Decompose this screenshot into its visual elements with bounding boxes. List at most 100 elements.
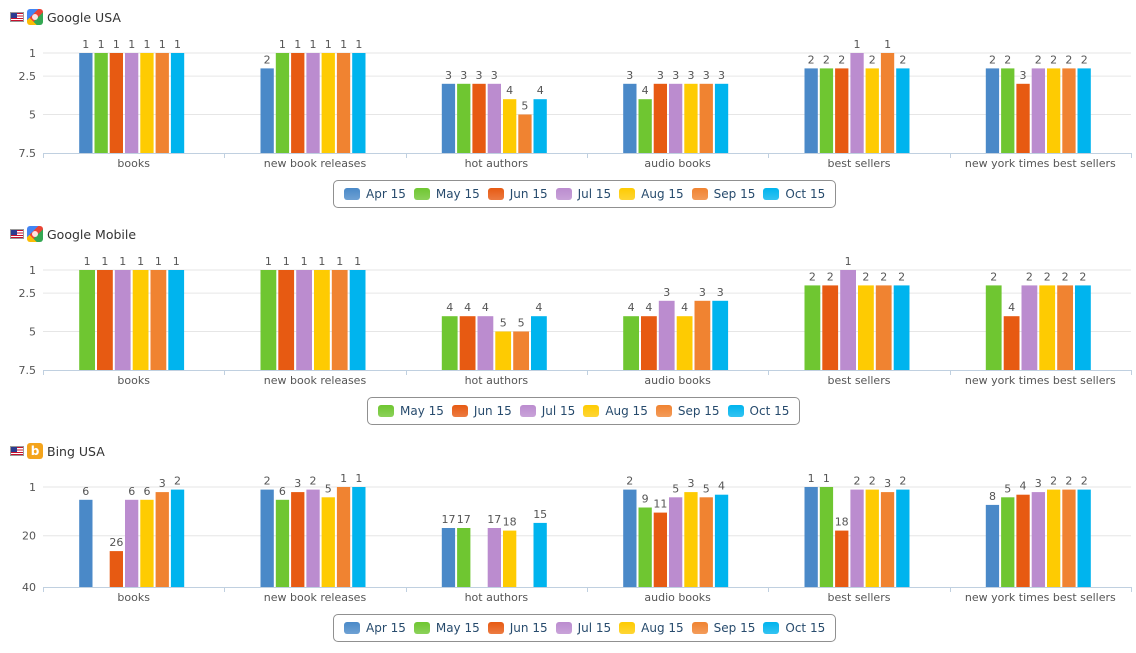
bar-rect[interactable] [278,270,295,370]
bar-best-sellers-apr-15[interactable]: 1 [804,472,818,587]
bar-rect[interactable] [275,53,290,153]
bar-new-york-times-best-sellers-sep-15[interactable]: 2 [1062,53,1076,153]
bar-rect[interactable] [804,68,818,153]
bar-audio-books-may-15[interactable]: 4 [623,301,639,370]
bar-audio-books-oct-15[interactable]: 3 [712,286,729,370]
bar-books-jul-15[interactable]: 1 [114,255,131,370]
bar-new-york-times-best-sellers-oct-15[interactable]: 2 [1077,475,1091,587]
bar-books-aug-15[interactable]: 1 [132,255,149,370]
bar-rect[interactable] [684,492,698,587]
bar-rect[interactable] [1021,285,1038,370]
bar-audio-books-sep-15[interactable]: 3 [699,69,713,153]
bar-rect[interactable] [518,114,532,154]
bar-books-may-15[interactable]: 1 [94,38,108,153]
bar-rect[interactable] [985,68,1000,153]
bar-rect[interactable] [684,83,698,153]
bar-books-sep-15[interactable]: 1 [155,38,169,153]
bar-audio-books-sep-15[interactable]: 3 [694,286,711,370]
bar-rect[interactable] [1016,83,1030,153]
bar-best-sellers-aug-15[interactable]: 2 [865,475,879,587]
bar-new-book-releases-may-15[interactable]: 6 [275,485,290,587]
bar-best-sellers-apr-15[interactable]: 2 [804,53,818,153]
bar-new-york-times-best-sellers-sep-15[interactable]: 2 [1057,270,1073,370]
bar-new-york-times-best-sellers-may-15[interactable]: 2 [985,270,1002,370]
bar-new-book-releases-aug-15[interactable]: 5 [321,482,335,587]
bar-rect[interactable] [714,494,729,587]
legend-item-aug-15[interactable]: Aug 15 [583,404,648,418]
bar-rect[interactable] [140,53,154,153]
bar-rect[interactable] [336,53,351,153]
bar-rect[interactable] [850,489,864,587]
bar-audio-books-aug-15[interactable]: 3 [684,477,698,587]
bar-audio-books-jul-15[interactable]: 3 [669,69,683,153]
bar-books-apr-15[interactable]: 1 [79,38,93,153]
bar-new-book-releases-jun-15[interactable]: 3 [291,477,305,587]
bar-books-may-15[interactable]: 1 [79,255,95,370]
bar-rect[interactable] [676,316,693,370]
bar-new-book-releases-jun-15[interactable]: 1 [291,38,305,153]
bar-audio-books-sep-15[interactable]: 5 [699,482,713,587]
bar-rect[interactable] [513,331,529,371]
bar-best-sellers-sep-15[interactable]: 1 [880,38,895,153]
bar-best-sellers-jul-15[interactable]: 2 [850,475,864,587]
bar-audio-books-jul-15[interactable]: 5 [669,482,683,587]
bar-rect[interactable] [97,270,113,370]
bar-rect[interactable] [694,300,711,370]
bar-rect[interactable] [822,285,839,370]
bar-rect[interactable] [109,551,123,587]
bar-best-sellers-oct-15[interactable]: 2 [896,53,910,153]
bar-rect[interactable] [1039,285,1056,370]
bar-rect[interactable] [699,497,713,587]
bar-rect[interactable] [880,492,895,587]
bar-rect[interactable] [1031,68,1045,153]
bar-rect[interactable] [441,528,456,587]
bar-hot-authors-may-15[interactable]: 4 [441,301,458,370]
bar-best-sellers-oct-15[interactable]: 2 [893,270,910,370]
bar-books-apr-15[interactable]: 6 [79,485,93,587]
bar-rect[interactable] [1062,489,1076,587]
bar-hot-authors-oct-15[interactable]: 15 [533,508,547,587]
bar-rect[interactable] [260,270,277,370]
bar-new-book-releases-oct-15[interactable]: 1 [352,472,366,587]
bar-rect[interactable] [714,83,729,153]
bar-rect[interactable] [875,285,892,370]
bar-rect[interactable] [441,316,458,370]
bar-new-book-releases-may-15[interactable]: 1 [275,38,290,153]
bar-rect[interactable] [314,270,330,370]
bar-hot-authors-may-15[interactable]: 3 [457,69,471,153]
bar-new-york-times-best-sellers-jun-15[interactable]: 4 [1016,480,1030,587]
bar-rect[interactable] [140,499,154,587]
bar-rect[interactable] [125,53,139,153]
bar-rect[interactable] [699,83,713,153]
bar-audio-books-aug-15[interactable]: 3 [684,69,698,153]
bar-audio-books-jun-15[interactable]: 3 [653,69,667,153]
bar-rect[interactable] [840,270,856,370]
bar-rect[interactable] [623,83,637,153]
bar-books-sep-15[interactable]: 3 [155,477,169,587]
bar-rect[interactable] [349,270,366,370]
legend-item-apr-15[interactable]: Apr 15 [344,621,406,635]
bar-rect[interactable] [260,489,274,587]
bar-audio-books-oct-15[interactable]: 3 [714,69,729,153]
bar-rect[interactable] [487,83,501,153]
bar-hot-authors-aug-15[interactable]: 18 [503,516,517,587]
bar-rect[interactable] [441,83,456,153]
legend-item-aug-15[interactable]: Aug 15 [619,187,684,201]
bar-rect[interactable] [1016,494,1030,587]
bar-new-york-times-best-sellers-may-15[interactable]: 2 [1001,53,1015,153]
legend-item-may-15[interactable]: May 15 [413,187,480,201]
legend-item-sep-15[interactable]: Sep 15 [655,404,720,418]
bar-rect[interactable] [1075,285,1091,370]
bar-rect[interactable] [155,492,169,587]
bar-rect[interactable] [457,83,471,153]
bar-new-york-times-best-sellers-jul-15[interactable]: 2 [1031,53,1045,153]
bar-rect[interactable] [503,530,517,587]
bar-hot-authors-apr-15[interactable]: 17 [442,513,456,587]
bar-rect[interactable] [865,489,879,587]
bar-rect[interactable] [321,53,335,153]
legend-item-jun-15[interactable]: Jun 15 [487,187,548,201]
legend-item-apr-15[interactable]: Apr 15 [344,187,406,201]
bar-rect[interactable] [306,53,320,153]
bar-rect[interactable] [114,270,131,370]
bar-rect[interactable] [1001,497,1015,587]
